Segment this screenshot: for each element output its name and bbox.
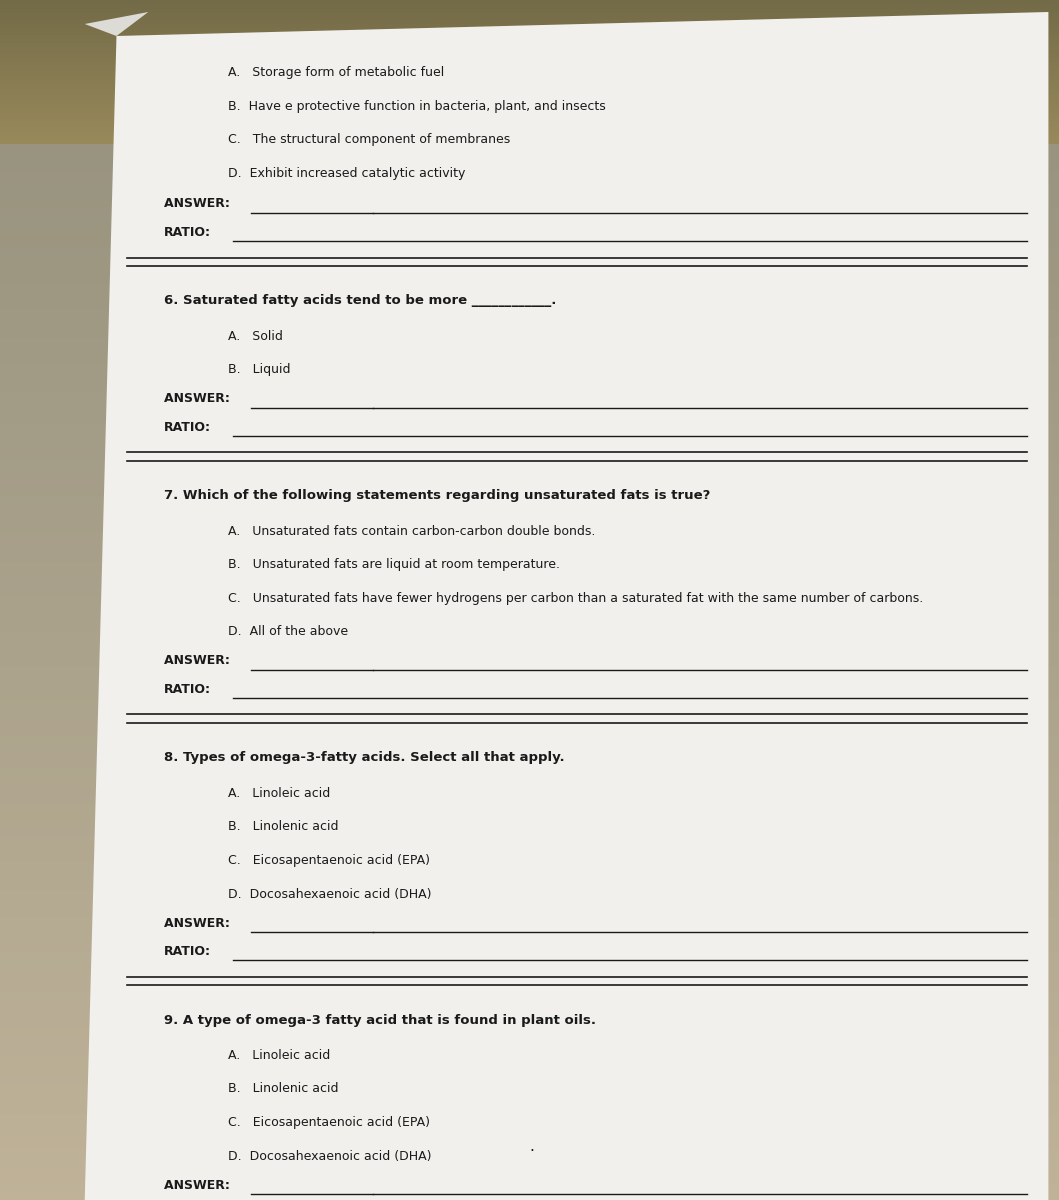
Text: D.  Exhibit increased catalytic activity: D. Exhibit increased catalytic activity [228, 167, 465, 180]
Text: ANSWER:: ANSWER: [164, 654, 234, 667]
Text: C.   The structural component of membranes: C. The structural component of membranes [228, 133, 510, 146]
Text: 6. Saturated fatty acids tend to be more ____________.: 6. Saturated fatty acids tend to be more… [164, 294, 557, 307]
Text: A.   Linoleic acid: A. Linoleic acid [228, 787, 330, 799]
Text: B.   Linolenic acid: B. Linolenic acid [228, 1082, 338, 1096]
Text: A.   Solid: A. Solid [228, 330, 283, 343]
Text: A.   Storage form of metabolic fuel: A. Storage form of metabolic fuel [228, 66, 444, 79]
Text: B.   Linolenic acid: B. Linolenic acid [228, 821, 338, 833]
Text: 9. A type of omega-3 fatty acid that is found in plant oils.: 9. A type of omega-3 fatty acid that is … [164, 1014, 596, 1026]
Text: B.  Have e protective function in bacteria, plant, and insects: B. Have e protective function in bacteri… [228, 100, 606, 113]
Text: B.   Liquid: B. Liquid [228, 364, 290, 377]
Text: .: . [530, 1140, 535, 1154]
Text: C.   Eicosapentaenoic acid (EPA): C. Eicosapentaenoic acid (EPA) [228, 854, 430, 866]
Text: C.   Eicosapentaenoic acid (EPA): C. Eicosapentaenoic acid (EPA) [228, 1116, 430, 1129]
Text: ANSWER:: ANSWER: [164, 392, 234, 406]
Polygon shape [85, 12, 1048, 1200]
Text: RATIO:: RATIO: [164, 683, 211, 696]
Text: RATIO:: RATIO: [164, 226, 211, 239]
Text: 7. Which of the following statements regarding unsaturated fats is true?: 7. Which of the following statements reg… [164, 490, 711, 503]
Text: D.  Docosahexaenoic acid (DHA): D. Docosahexaenoic acid (DHA) [228, 1150, 431, 1163]
Text: D.  All of the above: D. All of the above [228, 625, 347, 638]
Text: C.   Unsaturated fats have fewer hydrogens per carbon than a saturated fat with : C. Unsaturated fats have fewer hydrogens… [228, 592, 923, 605]
Text: A.   Unsaturated fats contain carbon-carbon double bonds.: A. Unsaturated fats contain carbon-carbo… [228, 524, 595, 538]
Text: A.   Linoleic acid: A. Linoleic acid [228, 1049, 330, 1062]
Polygon shape [85, 12, 148, 36]
Text: 8. Types of omega-3-fatty acids. Select all that apply.: 8. Types of omega-3-fatty acids. Select … [164, 751, 564, 764]
Text: ANSWER:: ANSWER: [164, 917, 234, 930]
Text: RATIO:: RATIO: [164, 946, 211, 958]
Text: ANSWER:: ANSWER: [164, 198, 234, 210]
Text: ANSWER:: ANSWER: [164, 1178, 234, 1192]
Text: B.   Unsaturated fats are liquid at room temperature.: B. Unsaturated fats are liquid at room t… [228, 558, 560, 571]
Text: D.  Docosahexaenoic acid (DHA): D. Docosahexaenoic acid (DHA) [228, 888, 431, 900]
Text: RATIO:: RATIO: [164, 421, 211, 434]
